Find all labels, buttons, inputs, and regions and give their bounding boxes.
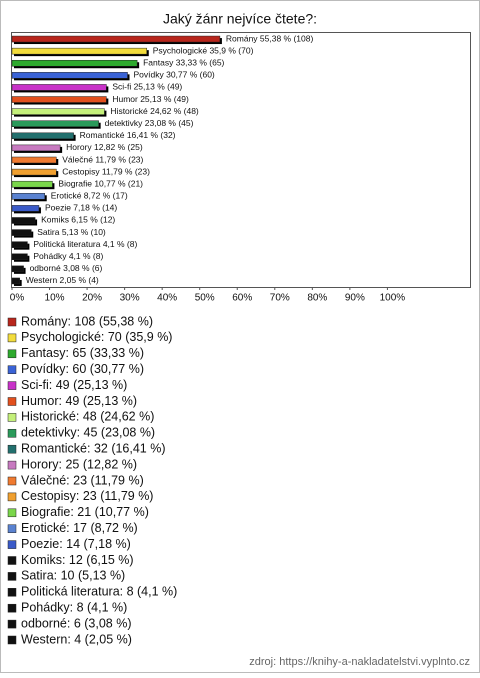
bar-label: Western 2,05 % (4): [26, 275, 99, 285]
legend-label: Komiks: 12 (6,15 %): [21, 553, 134, 567]
bar: [11, 120, 99, 127]
bar-label: Povídky 30,77 % (60): [134, 70, 215, 80]
legend-label: Historické: 48 (24,62 %): [21, 410, 154, 424]
legend-label: Povídky: 60 (30,77 %): [21, 362, 144, 376]
legend-swatch: [7, 588, 17, 597]
legend-swatch: [7, 635, 17, 645]
bar-label: Politická literatura 4,1 % (8): [33, 239, 137, 249]
x-tick-label: 70%: [270, 293, 290, 304]
legend-label: Poezie: 14 (7,18 %): [21, 537, 131, 551]
legend-label: Cestopisy: 23 (11,79 %): [21, 489, 153, 503]
bar: [11, 108, 105, 115]
bar-label: Satira 5,13 % (10): [37, 227, 106, 237]
legend-label: Pohádky: 8 (4,1 %): [21, 600, 127, 614]
legend-swatch: [7, 460, 17, 470]
x-tick-label: 10%: [45, 293, 65, 304]
bar: [11, 35, 221, 43]
legend-swatch: [7, 349, 17, 359]
bar-label: Erotické 8,72 % (17): [51, 191, 128, 201]
bar-label: detektivky 23,08 % (45): [105, 118, 194, 128]
bar-label: Romány 55,38 % (108): [226, 33, 314, 43]
bar: [11, 156, 57, 164]
legend-swatch: [7, 492, 17, 502]
legend-swatch: [7, 444, 17, 454]
bar-label: Komiks 6,15 % (12): [41, 215, 115, 225]
legend-swatch: [7, 556, 17, 565]
legend-label: Erotické: 17 (8,72 %): [21, 521, 138, 535]
bar: [11, 205, 40, 212]
x-tick-label: 20%: [82, 293, 102, 304]
legend-swatch: [7, 572, 17, 581]
bar-label: Psychologické 35,9 % (70): [153, 45, 254, 55]
legend-label: Humor: 49 (25,13 %): [21, 394, 137, 408]
legend-label: Válečné: 23 (11,79 %): [21, 473, 144, 487]
legend-swatch: [7, 508, 17, 518]
bar: [11, 229, 32, 236]
legend-swatch: [7, 524, 17, 533]
legend-swatch: [7, 333, 17, 343]
legend-label: Psychologické: 70 (35,9 %): [21, 330, 172, 344]
bar-label: odborné 3,08 % (6): [30, 263, 103, 273]
legend-label: Western: 4 (2,05 %): [21, 632, 132, 646]
bar: [11, 217, 36, 224]
bar-label: Cestopisy 11,79 % (23): [62, 166, 150, 176]
bar-label: Historické 24,62 % (48): [110, 106, 199, 116]
bar-label: Fantasy 33,33 % (65): [143, 57, 224, 67]
bar: [11, 47, 148, 55]
legend-label: odborné: 6 (3,08 %): [21, 616, 132, 630]
source: zdroj: https://knihy-a-nakladatelstvi.vy…: [249, 656, 470, 668]
legend-label: Sci-fi: 49 (25,13 %): [21, 378, 127, 392]
bar-label: Biografie 10,77 % (21): [58, 178, 143, 188]
bar: [11, 241, 28, 248]
legend-label: Romantické: 32 (16,41 %): [21, 441, 166, 455]
bar: [11, 193, 45, 200]
bar-label: Poezie 7,18 % (14): [45, 203, 117, 213]
bar: [11, 72, 128, 79]
bar-label: Sci-fi 25,13 % (49): [112, 82, 182, 92]
bar-label: Pohádky 4,1 % (8): [33, 251, 103, 261]
legend-label: Romány: 108 (55,38 %): [21, 314, 153, 328]
bar: [11, 253, 28, 261]
legend-swatch: [7, 317, 17, 327]
bar: [11, 59, 138, 67]
legend-label: detektivky: 45 (23,08 %): [21, 426, 155, 440]
bar: [11, 265, 24, 273]
legend-swatch: [7, 619, 17, 629]
x-tick-label: 0%: [10, 293, 25, 304]
x-tick-label: 60%: [232, 293, 252, 304]
bar: [11, 96, 107, 103]
legend-swatch: [7, 429, 17, 438]
bar-label: Romantické 16,41 % (32): [80, 130, 176, 140]
legend-swatch: [7, 540, 17, 549]
chart-title: Jaký žánr nejvíce čtete?:: [163, 11, 317, 27]
bar: [11, 84, 107, 91]
legend-swatch: [7, 365, 17, 374]
legend-label: Politická literatura: 8 (4,1 %): [21, 585, 177, 599]
legend-swatch: [7, 413, 17, 422]
bar: [11, 180, 53, 188]
x-tick-label: 50%: [195, 293, 215, 304]
x-tick-label: 80%: [307, 293, 327, 304]
bar: [11, 144, 61, 152]
bar: [11, 132, 74, 140]
legend-swatch: [7, 381, 17, 390]
x-tick-label: 90%: [345, 293, 365, 304]
legend-swatch: [7, 476, 17, 486]
x-tick-label: 40%: [157, 293, 177, 304]
x-tick-label: 100%: [380, 293, 406, 304]
legend-swatch: [7, 397, 17, 406]
bar: [11, 277, 20, 285]
legend-label: Biografie: 21 (10,77 %): [21, 505, 149, 519]
bar: [11, 168, 57, 176]
bar-label: Válečné 11,79 % (23): [62, 154, 143, 164]
legend-swatch: [7, 603, 17, 613]
legend-label: Satira: 10 (5,13 %): [21, 569, 125, 583]
bar-label: Horory 12,82 % (25): [66, 142, 143, 152]
x-tick-label: 30%: [120, 293, 140, 304]
bar-label: Humor 25,13 % (49): [112, 94, 189, 104]
legend-label: Horory: 25 (12,82 %): [21, 457, 137, 471]
legend-label: Fantasy: 65 (33,33 %): [21, 346, 144, 360]
